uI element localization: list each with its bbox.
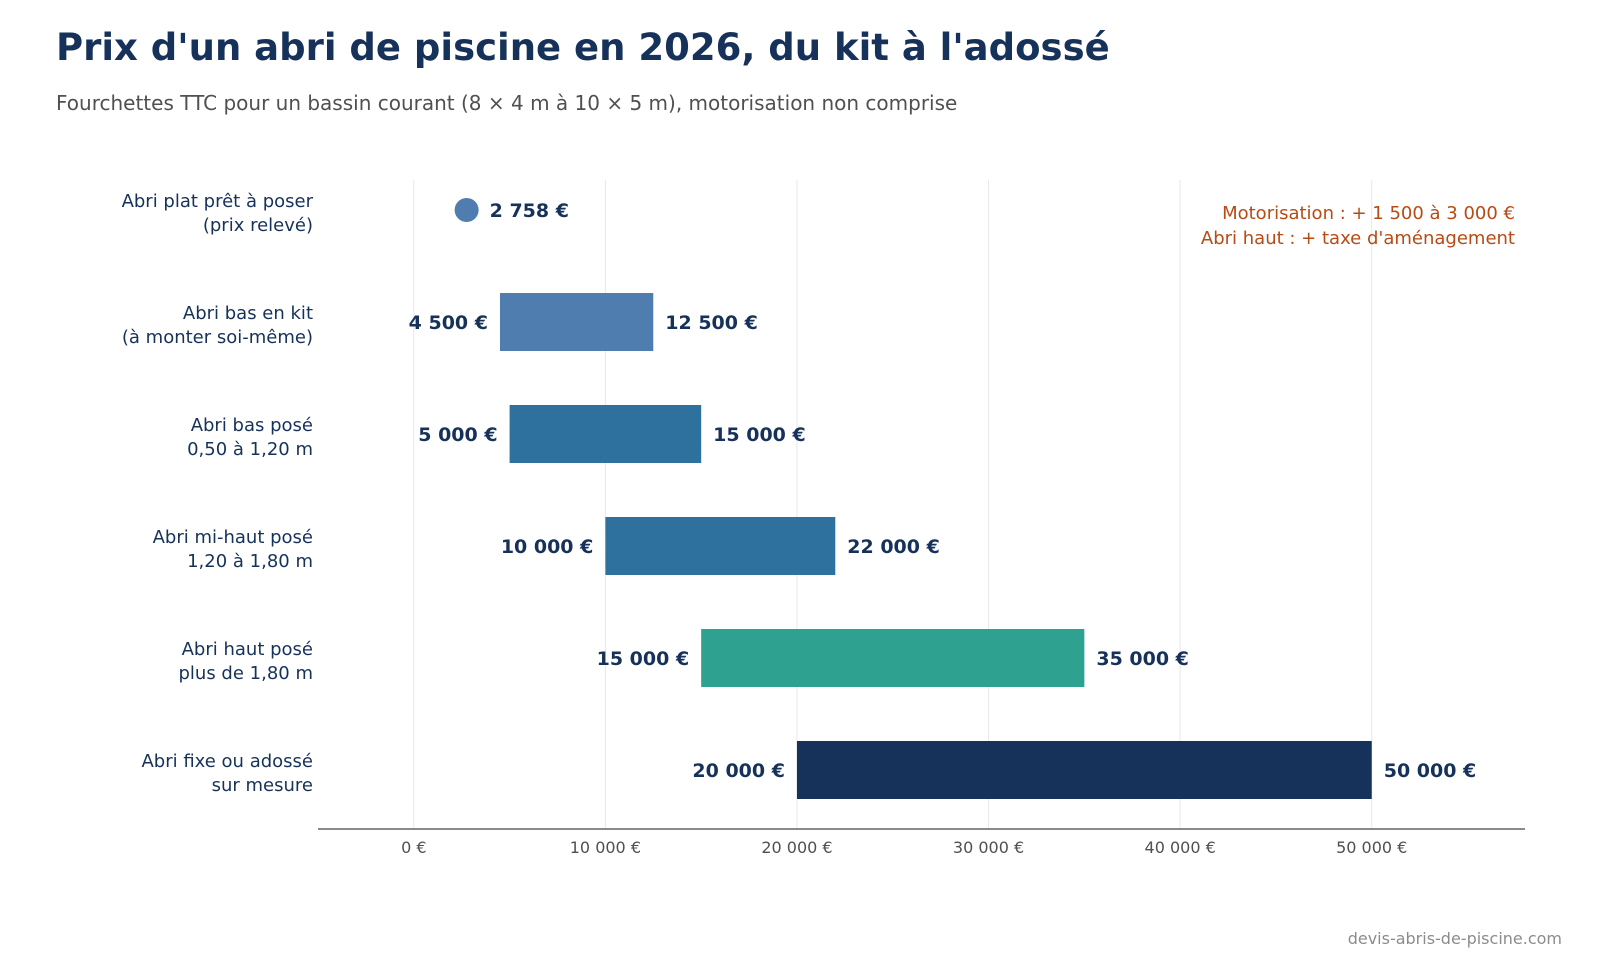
x-axis: 0 € 10 000 € 20 000 € 30 000 € 40 000 € 50 00… bbox=[318, 828, 1525, 857]
category-label: Abri haut posé plus de 1,80 m bbox=[179, 639, 314, 684]
category-labels: Abri plat prêt à poser (prix relevé) Abri … bbox=[122, 191, 314, 796]
point-value-label: 2 758 € bbox=[490, 200, 569, 222]
range-bar bbox=[500, 293, 654, 351]
category-label: Abri bas en kit (à monter soi-même) bbox=[122, 303, 313, 348]
max-value-label: 15 000 € bbox=[713, 424, 806, 446]
range-bar bbox=[701, 629, 1085, 687]
chart-subtitle: Fourchettes TTC pour un bassin courant (… bbox=[56, 91, 958, 115]
annotation-note: Abri haut : + taxe d'aménagement bbox=[1201, 228, 1515, 249]
range-bar bbox=[796, 741, 1372, 799]
gridlines bbox=[413, 180, 1373, 829]
annotation-note: Motorisation : + 1 500 à 3 000 € bbox=[1222, 203, 1515, 224]
min-value-label: 10 000 € bbox=[501, 536, 594, 558]
range-bar bbox=[605, 517, 836, 575]
min-value-label: 15 000 € bbox=[597, 648, 690, 670]
category-label: Abri plat prêt à poser (prix relevé) bbox=[122, 191, 314, 236]
x-tick-label: 0 € bbox=[401, 838, 426, 857]
category-label: Abri bas posé 0,50 à 1,20 m bbox=[187, 415, 313, 460]
bar-group bbox=[454, 198, 1372, 799]
min-value-label: 5 000 € bbox=[418, 424, 497, 446]
x-tick-label: 20 000 € bbox=[761, 838, 832, 857]
min-value-label: 4 500 € bbox=[409, 312, 488, 334]
annotations: Motorisation : + 1 500 à 3 000 € Abri hau… bbox=[1201, 203, 1515, 249]
source-label: devis-abris-de-piscine.com bbox=[1347, 929, 1562, 948]
x-tick-label: 10 000 € bbox=[570, 838, 641, 857]
category-label: Abri mi-haut posé 1,20 à 1,80 m bbox=[153, 527, 313, 572]
price-point-marker bbox=[454, 198, 479, 222]
x-tick-label: 40 000 € bbox=[1145, 838, 1216, 857]
max-value-label: 50 000 € bbox=[1384, 760, 1477, 782]
x-tick-label: 50 000 € bbox=[1336, 838, 1407, 857]
chart-title: Prix d'un abri de piscine en 2026, du ki… bbox=[56, 26, 1110, 69]
max-value-label: 22 000 € bbox=[847, 536, 940, 558]
min-value-label: 20 000 € bbox=[692, 760, 785, 782]
max-value-label: 35 000 € bbox=[1096, 648, 1189, 670]
max-value-label: 12 500 € bbox=[665, 312, 758, 334]
range-bar bbox=[509, 405, 702, 463]
data-labels: 2 758 € 4 500 € 12 500 € 5 000 € 15 000 € 10 … bbox=[409, 200, 1477, 782]
x-tick-label: 30 000 € bbox=[953, 838, 1024, 857]
category-label: Abri fixe ou adossé sur mesure bbox=[141, 751, 313, 796]
